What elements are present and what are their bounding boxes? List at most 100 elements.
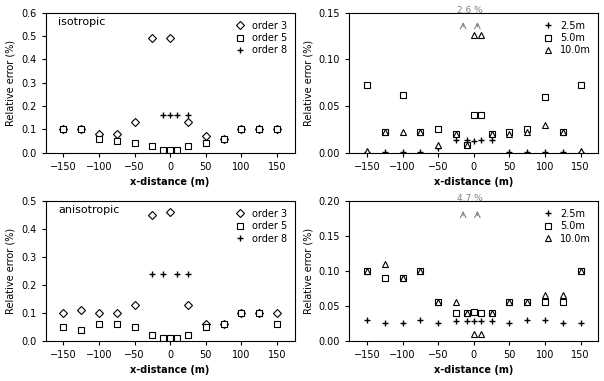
Text: 4.7 %: 4.7 % <box>457 194 483 203</box>
2.5m <box>477 138 484 143</box>
Line: 10.0m: 10.0m <box>364 32 583 154</box>
5.0m <box>463 311 471 315</box>
2.5m <box>399 149 406 154</box>
10.0m <box>559 130 567 134</box>
10.0m <box>524 300 531 305</box>
Line: 5.0m: 5.0m <box>364 268 583 316</box>
10.0m <box>524 130 531 134</box>
order 8 <box>184 272 191 276</box>
5.0m <box>399 276 406 280</box>
5.0m <box>417 130 424 134</box>
5.0m <box>364 82 371 87</box>
Line: order 3: order 3 <box>60 210 280 327</box>
2.5m <box>399 321 406 326</box>
2.5m <box>364 149 371 154</box>
order 8 <box>167 113 174 118</box>
Line: order 3: order 3 <box>60 36 280 141</box>
2.5m <box>470 139 477 144</box>
5.0m <box>524 300 531 305</box>
order 3 <box>77 127 85 131</box>
5.0m <box>506 300 513 305</box>
order 5 <box>95 322 103 327</box>
5.0m <box>488 131 495 136</box>
5.0m <box>559 300 567 305</box>
5.0m <box>435 300 442 305</box>
5.0m <box>470 113 477 118</box>
order 5 <box>167 148 174 152</box>
2.5m <box>477 319 484 323</box>
10.0m <box>577 269 584 273</box>
Line: order 8: order 8 <box>149 270 191 277</box>
Line: 10.0m: 10.0m <box>364 261 583 337</box>
10.0m <box>435 300 442 305</box>
10.0m <box>463 143 471 147</box>
order 3 <box>131 302 138 307</box>
order 8 <box>159 272 167 276</box>
2.5m <box>488 319 495 323</box>
order 8 <box>184 113 191 118</box>
order 5 <box>131 141 138 146</box>
order 8 <box>173 113 181 118</box>
order 5 <box>220 322 227 327</box>
10.0m <box>477 331 484 336</box>
5.0m <box>524 127 531 131</box>
5.0m <box>381 130 388 134</box>
order 5 <box>255 127 263 131</box>
order 5 <box>159 336 167 340</box>
2.5m <box>524 149 531 154</box>
Line: order 5: order 5 <box>60 126 280 153</box>
order 3 <box>60 311 67 315</box>
order 8 <box>149 272 156 276</box>
Legend: order 3, order 5, order 8: order 3, order 5, order 8 <box>230 18 290 58</box>
5.0m <box>452 311 460 315</box>
2.5m <box>452 138 460 143</box>
Line: 5.0m: 5.0m <box>364 82 583 148</box>
10.0m <box>417 130 424 134</box>
order 8 <box>173 272 181 276</box>
order 3 <box>202 322 210 327</box>
order 5 <box>113 139 120 143</box>
order 5 <box>220 136 227 141</box>
X-axis label: x-distance (m): x-distance (m) <box>434 365 513 375</box>
order 5 <box>202 141 210 146</box>
5.0m <box>381 276 388 280</box>
Y-axis label: Relative error (%): Relative error (%) <box>303 40 313 126</box>
order 5 <box>167 336 174 340</box>
order 5 <box>77 327 85 332</box>
5.0m <box>577 82 584 87</box>
Text: 2.6 %: 2.6 % <box>457 6 483 14</box>
2.5m <box>577 149 584 154</box>
2.5m <box>488 138 495 143</box>
10.0m <box>381 262 388 266</box>
order 8 <box>159 113 167 118</box>
order 3 <box>113 311 120 315</box>
order 3 <box>274 127 281 131</box>
order 5 <box>173 336 181 340</box>
5.0m <box>541 94 548 99</box>
Legend: order 3, order 5, order 8: order 3, order 5, order 8 <box>230 206 290 247</box>
order 3 <box>167 210 174 215</box>
order 3 <box>167 36 174 41</box>
order 3 <box>113 131 120 136</box>
Text: isotropic: isotropic <box>58 17 105 27</box>
2.5m <box>559 149 567 154</box>
5.0m <box>364 269 371 273</box>
2.5m <box>506 149 513 154</box>
order 3 <box>238 311 245 315</box>
10.0m <box>470 331 477 336</box>
order 5 <box>184 333 191 338</box>
order 3 <box>184 302 191 307</box>
2.5m <box>364 318 371 322</box>
order 5 <box>113 322 120 327</box>
order 3 <box>95 311 103 315</box>
order 5 <box>238 311 245 315</box>
Line: order 5: order 5 <box>60 310 280 341</box>
Line: 2.5m: 2.5m <box>364 317 584 327</box>
order 5 <box>255 311 263 315</box>
order 5 <box>238 127 245 131</box>
2.5m <box>435 321 442 326</box>
5.0m <box>417 269 424 273</box>
10.0m <box>463 311 471 315</box>
2.5m <box>577 321 584 326</box>
5.0m <box>577 269 584 273</box>
